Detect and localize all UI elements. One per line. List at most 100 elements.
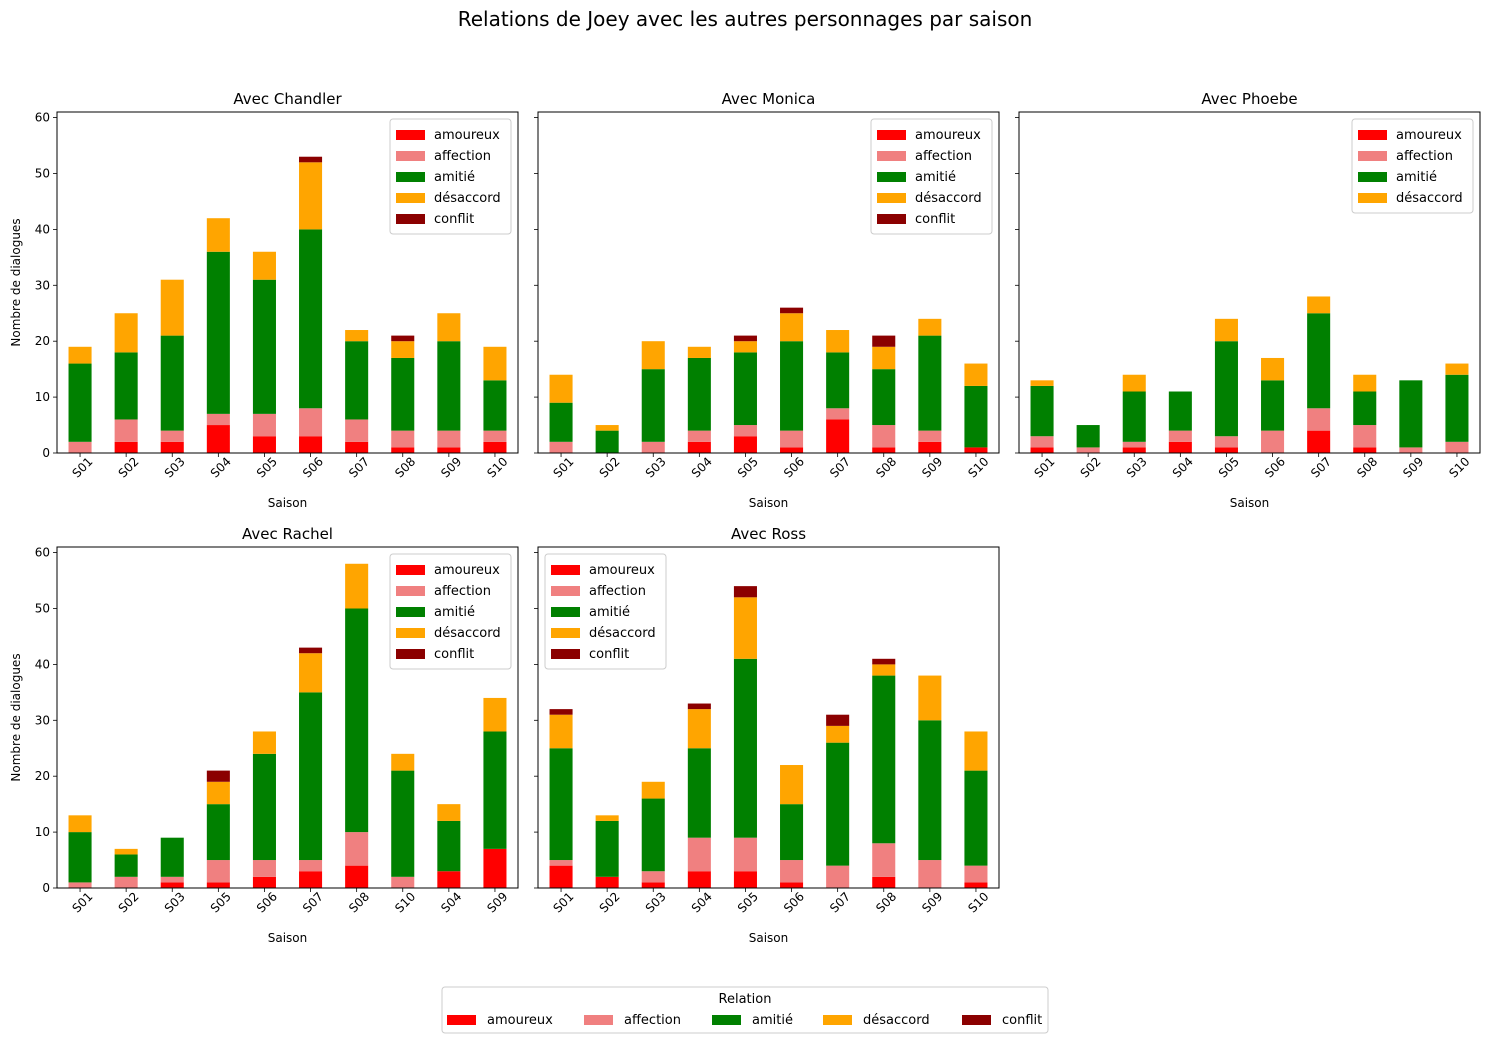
- bar-segment: [733, 658, 757, 838]
- bar-segment: [437, 341, 461, 431]
- legend-label: amoureux: [434, 563, 500, 578]
- bar-segment: [549, 748, 573, 861]
- legend-label: amoureux: [1396, 128, 1462, 143]
- x-tick-label: S10: [1446, 454, 1472, 480]
- bar-segment: [1307, 296, 1331, 314]
- bar-segment: [964, 865, 988, 883]
- bar-segment: [391, 447, 415, 453]
- axes-frame: [56, 111, 519, 454]
- bar-segment: [549, 441, 573, 453]
- bar-segment: [687, 703, 711, 710]
- y-tick-label: 50: [35, 601, 50, 615]
- bar-segment: [1261, 357, 1285, 381]
- bar-segment: [391, 753, 415, 771]
- bar-segment: [1399, 380, 1423, 448]
- figure-legend-label: amoureux: [487, 1013, 553, 1028]
- bar-segment: [1122, 441, 1146, 448]
- x-axis-label: Saison: [1230, 496, 1270, 510]
- bar-segment: [345, 419, 369, 442]
- bar-segment: [206, 882, 230, 888]
- x-tick-label: S04: [689, 889, 715, 915]
- y-tick-label: 0: [42, 881, 50, 895]
- x-tick-label: S02: [597, 889, 623, 915]
- y-tick-label: 30: [35, 278, 50, 292]
- bar-segment: [299, 162, 323, 230]
- chart-title: Avec Chandler: [233, 90, 342, 108]
- bar-segment: [1122, 447, 1146, 453]
- legend-swatch: [396, 214, 425, 224]
- bar-segment: [160, 882, 184, 888]
- bar-segment: [206, 413, 230, 426]
- chart-legend: amoureux affection amitié désaccord: [1351, 118, 1474, 214]
- bar-segment: [483, 848, 507, 888]
- legend-swatch: [551, 565, 580, 575]
- bar-segment: [252, 753, 276, 861]
- x-tick-label: S02: [597, 454, 623, 480]
- bar-segment: [549, 714, 573, 749]
- x-axis-label: Saison: [749, 931, 789, 945]
- bar-segment: [114, 848, 138, 855]
- bar-segment: [160, 335, 184, 431]
- bar-segment: [1445, 374, 1469, 442]
- bar-segment: [733, 341, 757, 353]
- bar-segment: [437, 804, 461, 821]
- legend-label: affection: [434, 149, 491, 164]
- bar-segment: [299, 871, 323, 888]
- bar-segment: [826, 330, 850, 353]
- bar-segment: [206, 860, 230, 883]
- bar-segment: [299, 647, 323, 654]
- chart-title: Avec Monica: [722, 90, 816, 108]
- bar-segment: [206, 781, 230, 805]
- bar-segment: [918, 318, 942, 336]
- bar-segment: [252, 860, 276, 877]
- legend-swatch: [551, 649, 580, 659]
- bar-segment: [1399, 447, 1423, 453]
- bar-segment: [687, 748, 711, 838]
- bar-segment: [1353, 391, 1377, 426]
- y-tick-label: 60: [35, 111, 50, 125]
- bar-segment: [114, 352, 138, 420]
- bar-segment: [918, 720, 942, 861]
- bar-segment: [549, 402, 573, 442]
- bar-segment: [918, 675, 942, 721]
- bar-segment: [964, 363, 988, 386]
- bar-segment: [872, 876, 896, 888]
- axes-frame: [537, 111, 1000, 454]
- bar-segment: [733, 837, 757, 872]
- bar-segment: [595, 876, 619, 888]
- bar-segment: [160, 876, 184, 883]
- bar-segment: [687, 357, 711, 431]
- x-tick-label: S02: [1078, 454, 1104, 480]
- bar-segment: [114, 854, 138, 877]
- bar-segment: [68, 346, 92, 364]
- x-tick-label: S04: [1170, 454, 1196, 480]
- y-axis-label: Nombre de dialogues: [9, 653, 23, 781]
- bar-segment: [483, 430, 507, 442]
- bar-segment: [872, 843, 896, 877]
- charts-group: S01 S02 S03 S04 S05 S06 S07 S08 S09 S10 0 10 20 30 40 5…: [9, 90, 1481, 945]
- legend-label: amoureux: [915, 128, 981, 143]
- bar-segment: [918, 860, 942, 888]
- axes-frame: [56, 546, 519, 889]
- bar-segment: [437, 430, 461, 448]
- legend-label: amitié: [589, 605, 630, 620]
- bar-segment: [299, 229, 323, 409]
- bar-segment: [345, 865, 369, 888]
- bar-segment: [872, 346, 896, 370]
- bar-segment: [641, 341, 665, 370]
- legend-box: [870, 118, 993, 235]
- bar-segment: [780, 307, 804, 314]
- bar-segment: [1261, 380, 1285, 431]
- figure-legend-label: conflit: [1002, 1013, 1042, 1028]
- bar-segment: [964, 385, 988, 448]
- x-tick-label: S08: [873, 454, 899, 480]
- bar-segment: [252, 731, 276, 754]
- legend-label: affection: [915, 149, 972, 164]
- bar-segment: [345, 608, 369, 833]
- bar-segment: [641, 369, 665, 442]
- legend-swatch: [1358, 130, 1387, 140]
- x-tick-label: S04: [689, 454, 715, 480]
- x-tick-label: S01: [550, 454, 576, 480]
- bar-segment: [687, 441, 711, 453]
